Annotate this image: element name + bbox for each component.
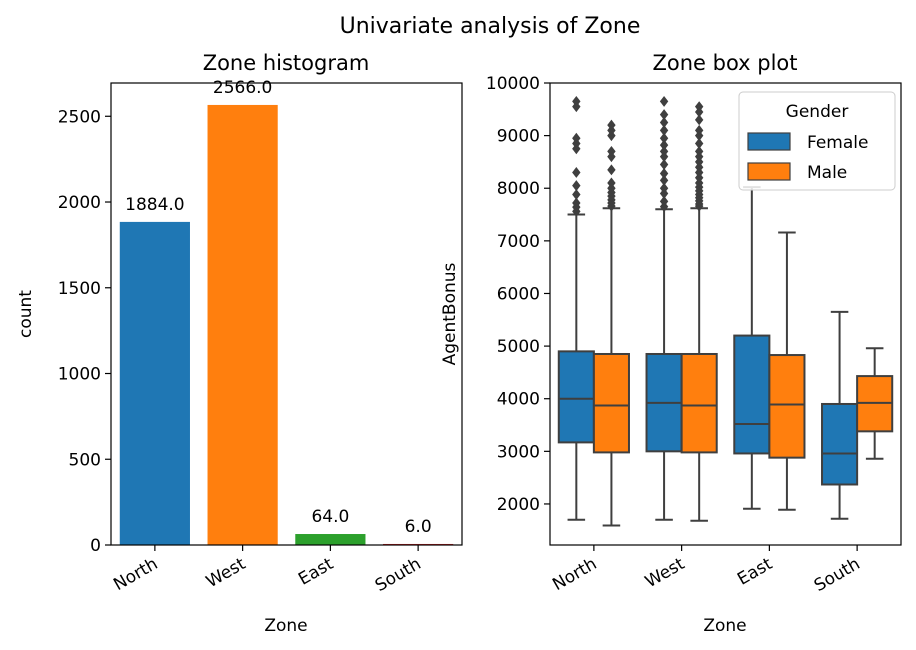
box-west-male-outlier xyxy=(694,124,704,136)
box-west-male-outlier xyxy=(694,145,704,157)
box-west-female-outlier xyxy=(659,145,669,157)
boxplot-y-tick-label: 5000 xyxy=(497,337,540,357)
box-west-female-outlier xyxy=(659,159,669,171)
box-west-male-iqr xyxy=(680,352,718,454)
boxplot-y-tick-label: 3000 xyxy=(497,442,540,462)
boxplot-x-tick-label-north: North xyxy=(549,554,600,595)
legend-title: Gender xyxy=(786,102,849,122)
boxplot-x-ticks: North West East South xyxy=(549,545,864,596)
box-east-female-iqr xyxy=(733,334,771,455)
box-north-male-iqr xyxy=(592,352,630,454)
boxplot-title: Zone box plot xyxy=(652,51,797,75)
box-west-female-outlier xyxy=(659,182,669,194)
boxplot-x-tick-label-south: South xyxy=(811,554,864,596)
boxplot-x-label: Zone xyxy=(703,616,746,636)
box-north-male-outlier xyxy=(607,119,616,131)
histogram-bars xyxy=(119,104,454,546)
boxplot-x-tick-label-west: West xyxy=(642,554,688,592)
bar-east xyxy=(295,534,366,545)
histogram-x-label: Zone xyxy=(264,616,307,636)
bar-north xyxy=(119,221,190,545)
box-east-female xyxy=(733,186,771,510)
boxplot-y-tick-label: 9000 xyxy=(497,127,540,147)
boxplot-y-tick-label: 7000 xyxy=(497,232,540,252)
box-north-male xyxy=(592,119,630,527)
box-west-male-outlier xyxy=(694,101,704,113)
legend-swatch-male xyxy=(747,162,791,181)
histogram-x-ticks: North West East South xyxy=(110,545,425,596)
box-south-male xyxy=(856,347,894,460)
bar-value-label-south: 6.0 xyxy=(405,517,432,537)
box-north-female-outlier xyxy=(572,132,581,144)
histogram-x-tick-label-east: East xyxy=(295,554,337,590)
boxplot-boxes xyxy=(557,95,894,527)
box-west-female-outlier xyxy=(659,168,669,179)
box-south-female-iqr xyxy=(821,402,859,486)
histogram-title: Zone histogram xyxy=(203,51,370,75)
box-west-female-outlier xyxy=(659,195,669,207)
box-west-female-outlier xyxy=(659,132,669,144)
bar-value-label-north: 1884.0 xyxy=(125,195,184,215)
histogram-y-tick-label: 500 xyxy=(69,450,101,470)
histogram-x-tick-label-south: South xyxy=(372,554,425,596)
boxplot-y-tick-label: 4000 xyxy=(497,390,540,410)
boxplot-y-tick-label: 6000 xyxy=(497,284,540,304)
box-west-female-outlier xyxy=(659,95,669,107)
boxplot-y-tick-label: 8000 xyxy=(497,179,540,199)
legend-label-male: Male xyxy=(807,163,847,183)
figure-suptitle: Univariate analysis of Zone xyxy=(340,14,641,39)
box-west-female-outlier xyxy=(659,124,669,136)
box-west-female-outlier xyxy=(659,109,669,121)
histogram-x-tick-label-north: North xyxy=(110,554,161,595)
histogram-y-ticks: 0 500 1000 1500 2000 2500 xyxy=(58,107,111,556)
box-west-female-outlier xyxy=(659,139,669,151)
box-north-male-outlier xyxy=(607,177,616,189)
boxplot-y-ticks: 2000 3000 4000 5000 6000 7000 8000 9000 10000 xyxy=(486,74,550,515)
box-west-male xyxy=(680,101,718,522)
box-west-female-outlier xyxy=(659,174,669,186)
histogram-y-tick-label: 1500 xyxy=(58,279,101,299)
legend-swatch-female xyxy=(747,132,791,151)
boxplot-y-tick-label: 2000 xyxy=(497,495,540,515)
box-west-male-outlier xyxy=(694,114,704,126)
box-north-female-outlier xyxy=(572,180,581,192)
boxplot-y-tick-label: 10000 xyxy=(486,74,540,94)
histogram-y-tick-label: 0 xyxy=(90,536,101,556)
histogram-y-tick-label: 1000 xyxy=(58,365,101,385)
bar-value-label-east: 64.0 xyxy=(311,507,349,527)
box-north-female-iqr xyxy=(557,350,595,444)
boxplot-chart: Zone box plot 2000 3000 4000 5000 6000 7000 80… xyxy=(440,51,902,636)
box-west-female xyxy=(645,95,683,521)
box-east-male xyxy=(768,231,806,511)
bar-value-label-west: 2566.0 xyxy=(213,78,272,98)
histogram-y-label: count xyxy=(16,290,36,338)
box-north-female-outlier xyxy=(572,166,581,178)
boxplot-x-tick-label-east: East xyxy=(734,554,776,590)
histogram-x-tick-label-west: West xyxy=(203,554,249,592)
box-north-female-outlier xyxy=(572,189,581,201)
box-north-female-outlier xyxy=(572,95,581,107)
box-north-female xyxy=(557,95,595,521)
box-west-male-outlier xyxy=(694,138,704,149)
boxplot-frame xyxy=(549,82,902,546)
box-north-male-outlier xyxy=(607,145,616,157)
box-west-female-outlier xyxy=(659,117,669,128)
histogram-frame xyxy=(110,82,463,546)
box-east-male-iqr xyxy=(768,354,806,459)
box-north-male-outlier xyxy=(607,164,616,176)
bar-west xyxy=(207,104,278,546)
box-north-female-outlier xyxy=(572,197,581,209)
legend-label-female: Female xyxy=(807,133,868,153)
histogram-chart: Zone histogram 0 500 1000 1500 2000 2500 Nort… xyxy=(16,51,463,636)
histogram-y-tick-label: 2000 xyxy=(58,193,101,213)
box-south-female xyxy=(821,310,859,520)
legend: Gender Female Male xyxy=(738,91,896,191)
boxplot-y-label: AgentBonus xyxy=(440,262,460,365)
histogram-y-tick-label: 2500 xyxy=(58,107,101,127)
